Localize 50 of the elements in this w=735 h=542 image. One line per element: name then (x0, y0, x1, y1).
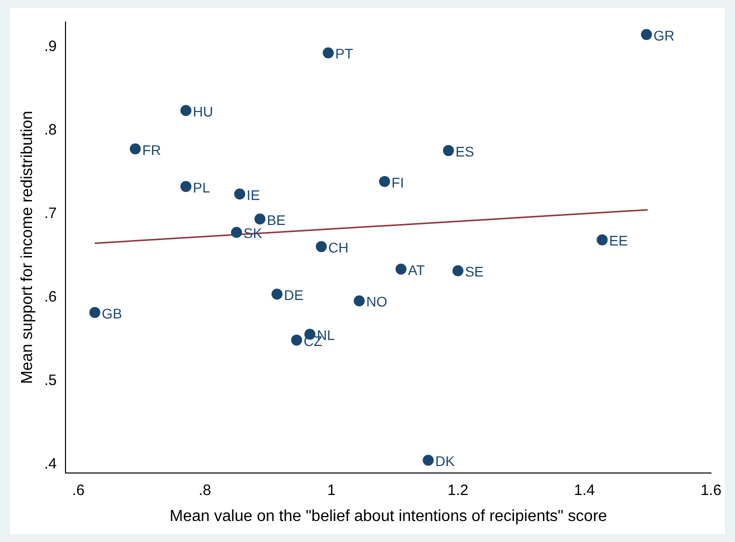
annotation: FR (142, 142, 161, 158)
point (452, 265, 464, 276)
annotation: GR (653, 27, 674, 44)
annotation: HU (192, 103, 214, 120)
point (130, 143, 141, 154)
y-tick-label: .7 (44, 205, 57, 222)
y-tick-label: .4 (44, 456, 57, 473)
point (379, 176, 390, 187)
annotation: DK (435, 453, 456, 470)
annotation: NO (366, 294, 388, 310)
point (254, 214, 266, 225)
annotation: FI (392, 174, 404, 190)
x-tick-label: .8 (198, 482, 212, 499)
x-tick-label: 1 (327, 482, 336, 499)
point (640, 29, 652, 40)
point (291, 334, 302, 346)
annotation: DE (284, 287, 304, 304)
x-axis-title: Mean value on the "belief about intentions of recipients" score (170, 508, 608, 525)
annotation: PL (192, 179, 210, 196)
point (272, 288, 283, 300)
y-tick-label: .6 (44, 288, 57, 306)
point (231, 226, 242, 238)
annotation: AT (408, 262, 426, 278)
y-axis-title: Mean support for income redistribution (19, 110, 36, 384)
annotation: CH (328, 239, 349, 256)
point (396, 264, 407, 275)
point (316, 241, 327, 252)
point (234, 188, 246, 200)
point (322, 47, 334, 58)
annotation: SE (464, 264, 484, 280)
annotation: GB (102, 305, 122, 322)
point (442, 145, 454, 156)
annotation: BE (266, 212, 286, 228)
x-tick-label: 1.2 (448, 482, 468, 499)
y-tick-label: .9 (44, 38, 57, 56)
point (180, 104, 192, 116)
point (180, 180, 192, 192)
y-tick-label: .5 (44, 372, 57, 390)
annotation: EE (609, 232, 628, 249)
point (89, 307, 100, 318)
y-tick-label: .8 (44, 122, 57, 139)
annotation: ES (455, 143, 474, 160)
annotation: PT (335, 46, 354, 62)
annotation: IE (246, 186, 260, 203)
point (596, 234, 608, 246)
x-tick-label: 1.4 (574, 482, 595, 499)
x-tick-label: .6 (72, 482, 85, 499)
point (354, 295, 365, 306)
x-tick-label: 1.6 (700, 482, 722, 499)
point (422, 454, 434, 466)
